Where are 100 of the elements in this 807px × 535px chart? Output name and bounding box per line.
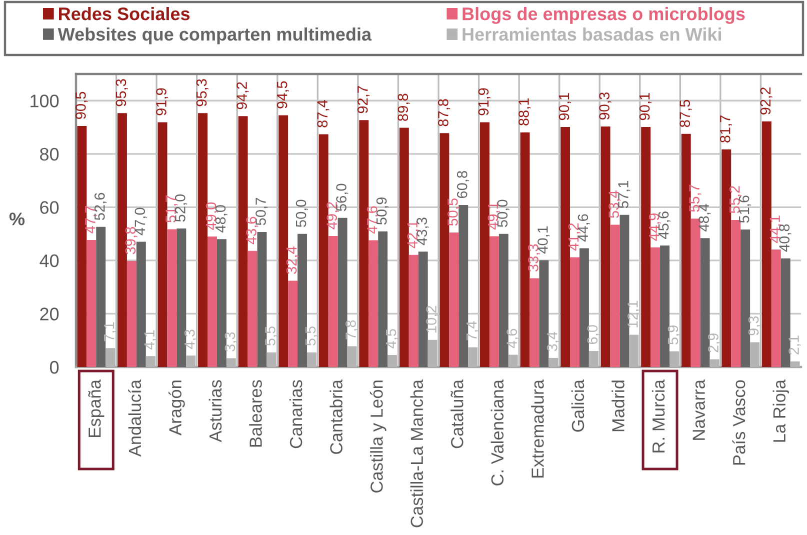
x-tick-label: Madrid [612,380,624,432]
data-label: 47,6 [366,206,379,234]
bar [458,205,468,367]
bar [610,224,620,367]
legend-label: Redes Sociales [59,7,190,20]
legend-label: Blogs de empresas o microblogs [462,7,745,24]
bar [158,122,168,367]
x-tick-label: Navarra [692,379,705,440]
x-tick-label: Castilla-La Mancha [410,379,424,528]
data-label: 87,4 [317,100,330,128]
data-label: 81,7 [720,115,732,142]
y-tick-label: 80 [40,148,59,161]
bar [96,226,106,367]
bar [440,133,450,367]
x-tick-label: Canarias [289,380,302,448]
bar [77,126,87,367]
data-label: 5,5 [265,326,278,346]
bar [520,132,530,367]
bar [368,240,378,367]
y-axis-title: % [9,212,25,226]
bar [790,361,800,367]
bar [530,278,540,367]
bar [257,232,267,367]
bar [126,260,136,367]
data-label: 7,8 [346,320,358,340]
legend-label: Websites que comparten multimedia [58,27,372,44]
data-label: 7,1 [104,322,116,342]
data-label: 4,3 [184,330,197,349]
bar [176,228,186,367]
x-tick-label: Aragón [168,380,185,436]
data-label: 94,2 [236,82,249,110]
data-label: 89,8 [398,94,410,121]
y-tick-label: 0 [50,360,59,374]
x-tick-label: Asturias [208,380,222,442]
x-tick-label: País Vasco [732,380,746,465]
data-label: 12,1 [628,300,640,328]
bar [449,232,459,367]
bar [418,252,428,367]
bar [208,236,217,367]
data-label: 5,9 [668,325,680,344]
data-label: 90,3 [599,92,612,120]
data-label: 50,0 [296,200,308,227]
bar [318,134,328,367]
data-label: 3,4 [546,332,560,352]
bar [136,242,146,367]
bar [288,280,298,367]
x-tick-label: Cantabria [330,379,342,454]
bar [480,122,490,367]
data-label: 4,5 [386,329,398,348]
data-label: 90,1 [558,93,571,120]
x-tick-label: Baleares [249,380,262,447]
bar [762,121,772,367]
legend-label: Herramientas basadas en Wiki [462,28,721,41]
data-label: 50,9 [376,197,388,225]
bar [117,113,127,367]
data-label: 32,4 [286,246,298,274]
data-label: 92,7 [357,86,370,114]
x-tick-label: Galicia [571,380,584,432]
x-tick-label: España [88,380,104,437]
data-label: 2,9 [708,333,720,352]
bar [489,236,499,367]
bar [579,248,589,367]
x-tick-label: Castilla y León [370,380,386,492]
bar [86,240,96,367]
x-tick-label: Extremadura [531,379,544,478]
bar [681,134,691,367]
data-label: 6,0 [587,325,600,344]
bar [298,234,307,367]
y-tick-label: 40 [40,254,59,268]
x-tick-label: La Rioja [772,380,789,442]
bar [248,250,258,367]
bar [408,254,418,367]
data-label: 95,3 [196,79,208,106]
y-tick-label: 100 [30,94,59,108]
bar [328,236,338,367]
bar [650,247,660,367]
x-tick-label: Andalucía [128,379,142,457]
data-label: 94,5 [276,81,289,108]
data-label: 92,2 [760,88,772,114]
bar [539,260,549,367]
data-label: 9,3 [748,316,760,336]
bar [216,239,226,367]
data-label: 2,1 [788,336,801,354]
data-label: 4,1 [144,330,156,350]
bar [700,238,710,367]
bar [731,220,741,367]
x-tick-label: C. Valenciana [490,379,504,486]
data-label: 7,4 [466,321,478,340]
data-label: 91,9 [478,88,490,116]
data-label: 88,1 [518,98,531,126]
data-label: 4,6 [506,328,519,348]
bar [570,257,580,367]
data-label: 3,3 [224,332,237,352]
y-tick-label: 20 [40,308,59,320]
data-label: 90,5 [76,92,88,120]
bar [600,126,610,367]
data-label: 91,9 [156,88,168,116]
data-label: 95,3 [116,79,128,106]
data-label: 90,1 [639,93,652,120]
x-tick-label: Cataluña [450,379,464,448]
